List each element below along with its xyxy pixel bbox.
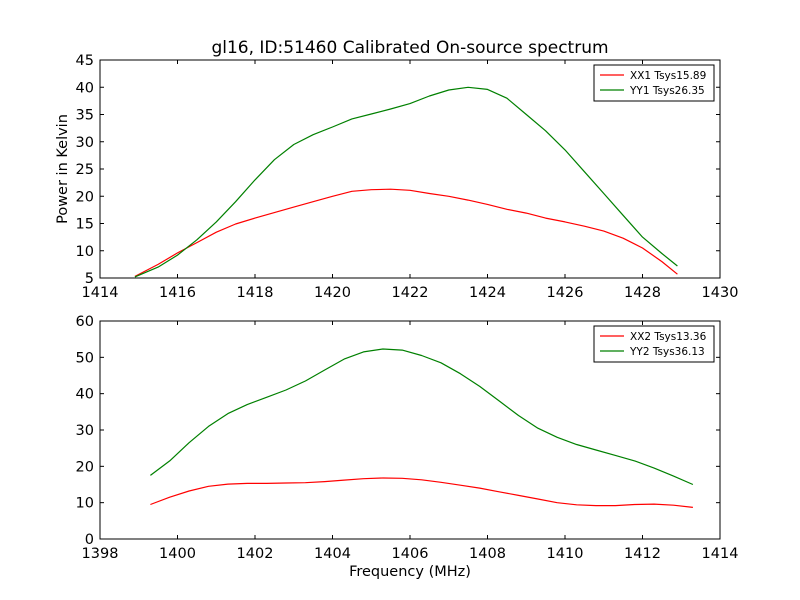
x-tick-label: 1404 (314, 546, 351, 562)
x-tick-label: 1426 (547, 285, 584, 301)
x-tick-label: 1412 (624, 546, 661, 562)
y-tick-label: 60 (76, 314, 94, 330)
y-tick-label: 40 (76, 387, 94, 403)
x-tick-label: 1406 (392, 546, 429, 562)
y-tick-label: 15 (76, 217, 94, 233)
x-tick-label: 1420 (314, 285, 351, 301)
x-tick-label: 1424 (469, 285, 506, 301)
y-axis-label: Power in Kelvin (55, 114, 71, 224)
series-line-yy2 (150, 348, 694, 486)
x-tick-label: 1430 (702, 285, 739, 301)
x-tick-label: 1402 (237, 546, 274, 562)
legend-box (593, 325, 715, 363)
series-line-yy1 (134, 86, 678, 278)
y-tick-label: 45 (76, 53, 94, 69)
legend: XX2 Tsys13.36 YY2 Tsys36.13 (593, 325, 715, 363)
y-tick-label: 10 (76, 244, 94, 260)
y-tick-label: 30 (76, 423, 94, 439)
x-tick-label: 1410 (547, 546, 584, 562)
y-tick-label: 35 (76, 108, 94, 124)
y-tick-label: 40 (76, 80, 94, 96)
legend-entry: YY2 Tsys36.13 (629, 346, 705, 358)
y-tick-label: 5 (85, 271, 94, 287)
x-tick-label: 1414 (702, 546, 739, 562)
legend-box (593, 64, 715, 102)
legend-entry: XX1 Tsys15.89 (630, 70, 706, 82)
series-line-xx1 (134, 188, 678, 277)
x-tick-label: 1414 (82, 285, 119, 301)
series-line-xx2 (150, 477, 693, 508)
y-tick-label: 0 (85, 532, 94, 548)
y-tick-label: 20 (76, 459, 94, 475)
x-tick-label: 1418 (237, 285, 274, 301)
y-tick-label: 10 (76, 496, 94, 512)
x-tick-label: 1408 (469, 546, 506, 562)
subplot-bottom: 1398 1400 1402 1404 1406 1408 1410 1412 1414 0 10 2… (76, 314, 739, 562)
legend: XX1 Tsys15.89 YY1 Tsys26.35 (593, 64, 715, 102)
chart-title: gl16, ID:51460 Calibrated On-source spec… (211, 38, 608, 58)
legend-entry: YY1 Tsys26.35 (629, 85, 705, 97)
x-tick-label: 1400 (159, 546, 196, 562)
x-tick-label: 1398 (82, 546, 119, 562)
y-tick-label: 25 (76, 162, 94, 178)
x-tick-label: 1428 (624, 285, 661, 301)
x-axis-label: Frequency (MHz) (349, 564, 471, 580)
x-tick-label: 1422 (392, 285, 429, 301)
y-tick-label: 30 (76, 135, 94, 151)
x-tick-label: 1416 (159, 285, 196, 301)
legend-entry: XX2 Tsys13.36 (630, 331, 707, 343)
subplot-top: 1414 1416 1418 1420 1422 1424 1426 1428 1430 5 10 1… (76, 53, 739, 301)
y-tick-label: 20 (76, 189, 94, 205)
y-tick-label: 50 (76, 350, 94, 366)
